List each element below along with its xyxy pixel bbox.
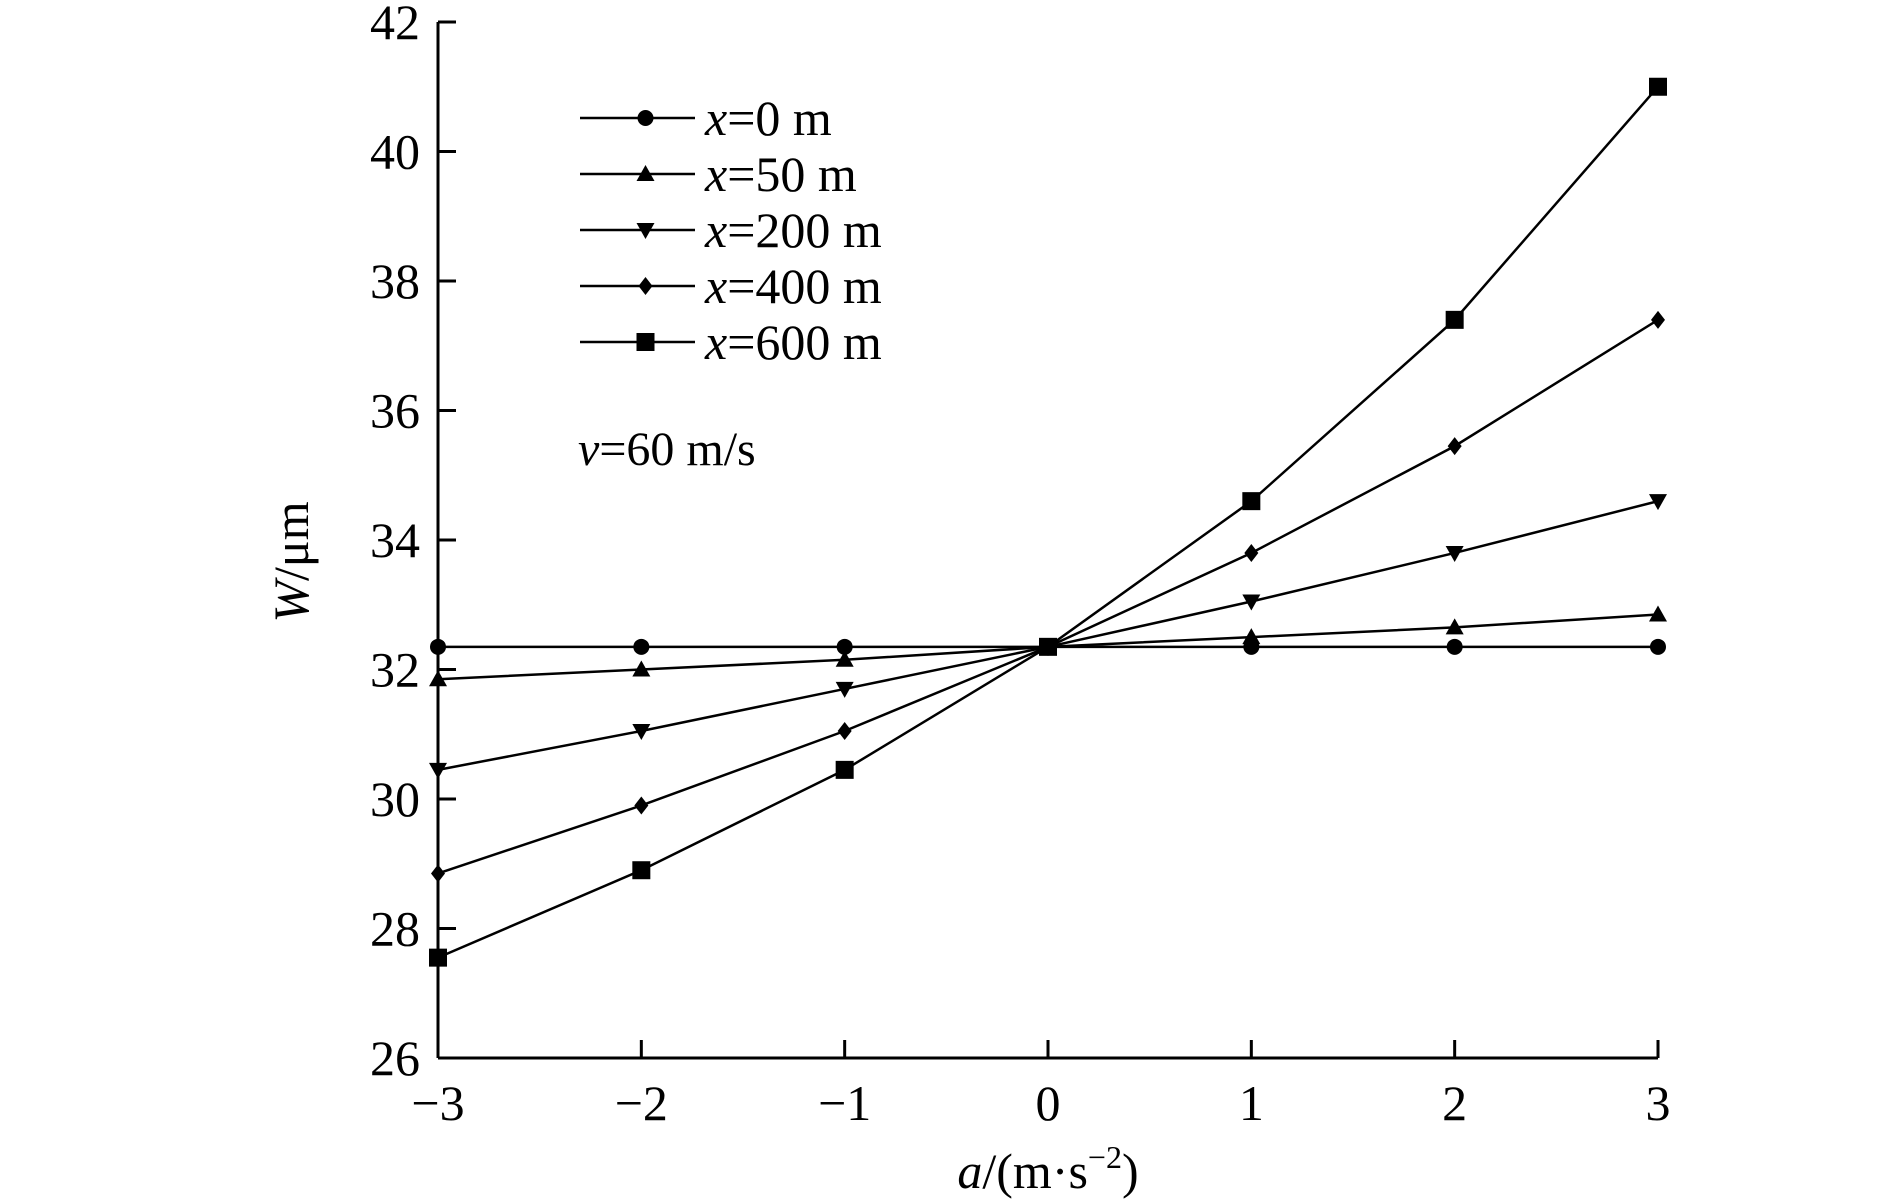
data-point xyxy=(1039,637,1057,656)
y-tick-label: 36 xyxy=(370,383,420,439)
legend-marker xyxy=(638,277,653,295)
legend-label: x=50 m xyxy=(704,146,857,202)
data-point xyxy=(1446,638,1463,655)
data-point xyxy=(1445,545,1464,562)
data-point xyxy=(429,670,447,687)
legend-item: x=600 m xyxy=(580,314,882,370)
data-point xyxy=(1650,638,1666,655)
x-tick-label: −1 xyxy=(818,1075,871,1131)
legend-marker xyxy=(636,333,655,351)
data-point xyxy=(1242,628,1261,645)
data-point xyxy=(430,638,446,655)
x-axis-label-exponent: −2 xyxy=(1088,1139,1122,1175)
series-line xyxy=(437,499,1659,772)
data-point xyxy=(1445,618,1464,635)
x-tick-label: 0 xyxy=(1036,1075,1061,1131)
y-tick-label: 32 xyxy=(370,642,420,698)
data-point xyxy=(836,638,853,655)
data-point xyxy=(429,948,447,967)
data-point xyxy=(835,760,854,779)
data-point xyxy=(1242,492,1261,511)
data-point xyxy=(837,722,852,741)
y-tick-label: 28 xyxy=(370,901,420,957)
legend-item: x=0 m xyxy=(580,90,832,146)
x-tick-label: 1 xyxy=(1239,1075,1264,1131)
data-point xyxy=(632,660,651,677)
data-point xyxy=(1244,543,1259,562)
series-4 xyxy=(429,77,1667,967)
legend-item: x=50 m xyxy=(580,146,857,202)
data-point xyxy=(632,724,651,741)
data-point xyxy=(835,650,854,667)
data-point xyxy=(429,762,447,779)
x-tick-label: 3 xyxy=(1646,1075,1671,1131)
velocity-annotation-var: v xyxy=(578,423,600,476)
y-tick-label: 42 xyxy=(370,0,420,50)
data-point xyxy=(1447,437,1462,456)
data-point xyxy=(634,796,649,815)
legend-item: x=200 m xyxy=(580,202,882,258)
legend-marker xyxy=(636,223,655,239)
series-3 xyxy=(431,310,1665,883)
legend-marker xyxy=(637,110,654,126)
legend: x=0 mx=50 mx=200 mx=400 mx=600 m xyxy=(580,90,882,370)
legend-label: x=600 m xyxy=(704,314,882,370)
velocity-annotation-text: =60 m/s xyxy=(599,423,755,476)
y-ticks: 26 28 30 32 34 36 38 40 42 xyxy=(370,0,456,1086)
y-tick-label: 34 xyxy=(370,512,420,568)
data-point xyxy=(1649,77,1667,96)
data-point xyxy=(632,861,651,880)
series-layer xyxy=(429,77,1667,967)
data-point xyxy=(1242,594,1261,611)
x-ticks: −3 −2 −1 0 1 2 3 xyxy=(411,1040,1671,1131)
x-tick-label: −3 xyxy=(411,1075,464,1131)
legend-marker xyxy=(636,165,655,181)
y-axis-label: W/μm xyxy=(263,501,319,622)
x-axis-label: a/(m·s−2) xyxy=(957,1139,1138,1199)
legend-item: x=400 m xyxy=(580,258,882,314)
x-axis-label-close: ) xyxy=(1122,1143,1139,1199)
series-2 xyxy=(429,494,1667,779)
x-tick-label: −2 xyxy=(615,1075,668,1131)
y-tick-label: 38 xyxy=(370,253,420,309)
y-axis-label-unit: /μm xyxy=(263,501,319,581)
data-point xyxy=(431,864,445,883)
velocity-annotation: v=60 m/s xyxy=(578,423,756,476)
series-line xyxy=(437,318,1659,875)
data-point xyxy=(835,681,854,698)
x-tick-label: 2 xyxy=(1442,1075,1467,1131)
data-point xyxy=(633,638,650,655)
data-point xyxy=(1445,310,1464,329)
data-point xyxy=(1649,494,1667,511)
data-point xyxy=(1649,605,1667,622)
series-line xyxy=(437,85,1659,959)
y-tick-label: 40 xyxy=(370,124,420,180)
x-axis-label-var: a xyxy=(957,1143,982,1199)
data-point xyxy=(1651,310,1665,329)
x-axis-label-unit: /(m·s xyxy=(982,1143,1088,1199)
y-tick-label: 26 xyxy=(370,1030,420,1086)
y-axis-label-var: W xyxy=(263,577,319,623)
legend-label: x=0 m xyxy=(704,90,832,146)
legend-label: x=200 m xyxy=(704,202,882,258)
legend-label: x=400 m xyxy=(704,258,882,314)
y-tick-label: 30 xyxy=(370,771,420,827)
